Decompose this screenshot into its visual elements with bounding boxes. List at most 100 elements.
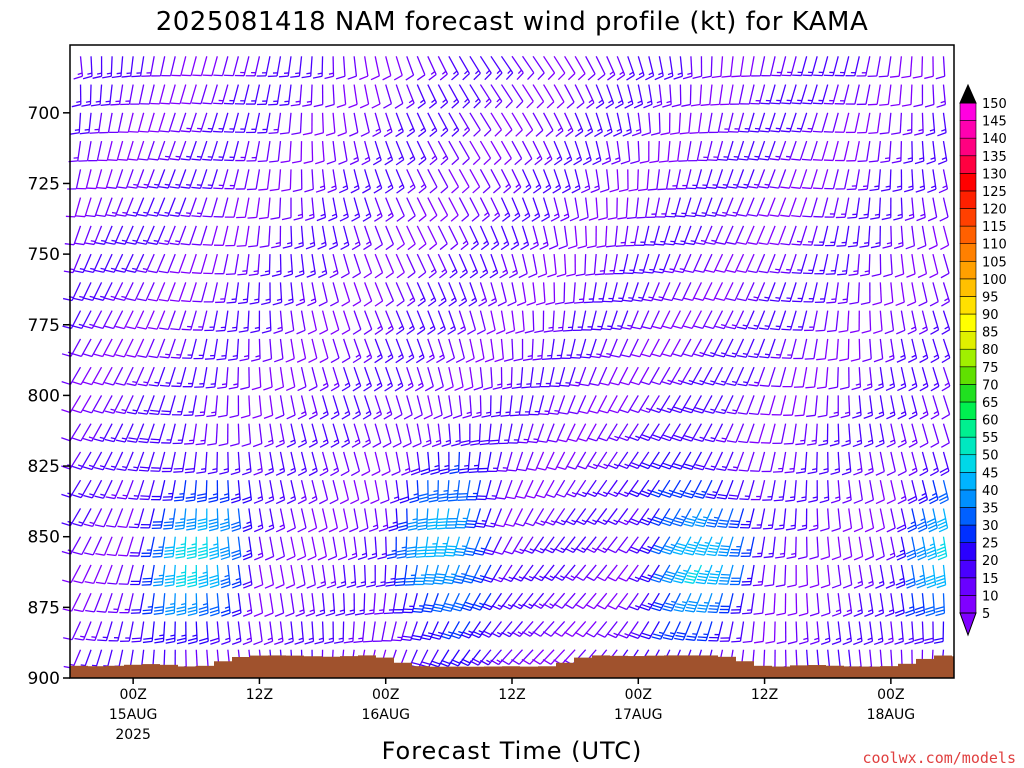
wind-barb bbox=[352, 310, 362, 335]
wind-barb bbox=[715, 282, 734, 302]
wind-barb bbox=[337, 536, 348, 561]
wind-barb bbox=[826, 310, 839, 333]
wind-barb bbox=[490, 197, 501, 222]
wind-barb bbox=[326, 141, 337, 165]
wind-barb bbox=[617, 508, 639, 526]
wind-barb bbox=[312, 56, 324, 79]
wind-barb bbox=[406, 536, 418, 559]
wind-barb bbox=[633, 253, 650, 274]
wind-barb bbox=[261, 282, 271, 306]
wind-barb bbox=[663, 253, 681, 274]
colorbar-label: 5 bbox=[982, 607, 990, 622]
wind-barb bbox=[374, 593, 387, 615]
wind-barb bbox=[696, 593, 713, 613]
wind-barb bbox=[930, 423, 940, 448]
wind-barb bbox=[647, 169, 660, 191]
wind-barb bbox=[780, 197, 797, 218]
wind-barb bbox=[61, 536, 82, 555]
wind-barb bbox=[219, 480, 230, 504]
wind-barb bbox=[258, 197, 271, 220]
wind-barb bbox=[89, 112, 103, 134]
wind-barb bbox=[751, 56, 766, 77]
wind-barb bbox=[747, 253, 766, 274]
wind-barb bbox=[290, 56, 303, 78]
wind-barb bbox=[802, 197, 818, 218]
wind-barb bbox=[264, 423, 274, 448]
wind-barb bbox=[885, 338, 895, 363]
wind-barb bbox=[564, 55, 576, 81]
wind-barb bbox=[570, 338, 587, 359]
wind-barb bbox=[458, 253, 468, 279]
wind-barb bbox=[181, 84, 197, 105]
wind-barb bbox=[770, 310, 787, 331]
wind-barb bbox=[448, 169, 460, 194]
wind-barb bbox=[490, 112, 503, 137]
wind-barb bbox=[234, 112, 250, 133]
wind-barb bbox=[686, 169, 703, 190]
wind-barb bbox=[286, 395, 296, 420]
wind-barb bbox=[639, 508, 660, 526]
wind-barb bbox=[63, 253, 82, 274]
wind-barb bbox=[864, 536, 875, 561]
wind-barb bbox=[458, 282, 468, 307]
wind-barb bbox=[897, 395, 907, 420]
wind-barb bbox=[264, 508, 275, 533]
wind-barb bbox=[662, 592, 681, 612]
wind-barb bbox=[191, 112, 208, 133]
wind-barb bbox=[158, 169, 176, 189]
wind-barb bbox=[511, 367, 524, 390]
x-tick-label: 12Z bbox=[498, 687, 525, 703]
wind-barb bbox=[704, 282, 724, 301]
wind-barb bbox=[67, 169, 82, 190]
wind-barb bbox=[165, 621, 176, 644]
wind-barb bbox=[308, 480, 318, 505]
wind-barb bbox=[596, 621, 618, 638]
wind-barb bbox=[564, 84, 575, 109]
wind-barb bbox=[328, 508, 339, 533]
wind-barb bbox=[896, 338, 906, 363]
y-tick-label: 750 bbox=[28, 245, 60, 265]
x-tick-label: 12Z bbox=[246, 687, 273, 703]
wind-barb bbox=[765, 621, 776, 644]
wind-barb bbox=[710, 84, 724, 106]
wind-barb bbox=[204, 338, 218, 360]
y-tick-label: 775 bbox=[28, 316, 60, 336]
wind-barb bbox=[623, 253, 639, 275]
wind-barb bbox=[940, 225, 950, 251]
terrain-segment bbox=[466, 666, 484, 678]
wind-barb bbox=[508, 253, 519, 279]
wind-barb bbox=[395, 140, 405, 166]
wind-barb bbox=[275, 508, 286, 533]
wind-barb bbox=[490, 395, 503, 418]
wind-barb bbox=[479, 423, 492, 446]
wind-barb bbox=[667, 169, 682, 190]
wind-barb bbox=[814, 282, 829, 304]
wind-barb bbox=[391, 621, 408, 642]
wind-barb bbox=[259, 225, 271, 248]
wind-barb bbox=[219, 451, 229, 475]
wind-barb bbox=[458, 140, 470, 166]
wind-barb bbox=[661, 338, 681, 358]
terrain-segment bbox=[592, 655, 610, 678]
colorbar-segment bbox=[959, 155, 977, 174]
wind-barb bbox=[924, 621, 934, 645]
wind-barb bbox=[740, 508, 755, 529]
colorbar-label: 80 bbox=[982, 343, 999, 358]
wind-barb bbox=[802, 56, 818, 77]
wind-barb bbox=[534, 310, 545, 334]
wind-barb bbox=[500, 649, 524, 665]
wind-barb bbox=[695, 536, 713, 556]
colorbar-label: 25 bbox=[982, 537, 999, 552]
terrain-segment bbox=[106, 665, 124, 678]
wind-barb bbox=[373, 395, 383, 420]
wind-barb bbox=[302, 112, 313, 136]
wind-barb bbox=[297, 451, 308, 477]
wind-barb bbox=[217, 395, 229, 418]
wind-barb bbox=[120, 84, 134, 106]
colorbar-label: 95 bbox=[982, 290, 999, 305]
wind-barb bbox=[502, 367, 513, 390]
terrain-segment bbox=[538, 666, 556, 678]
wind-barb bbox=[908, 395, 918, 420]
wind-barb bbox=[532, 649, 555, 665]
